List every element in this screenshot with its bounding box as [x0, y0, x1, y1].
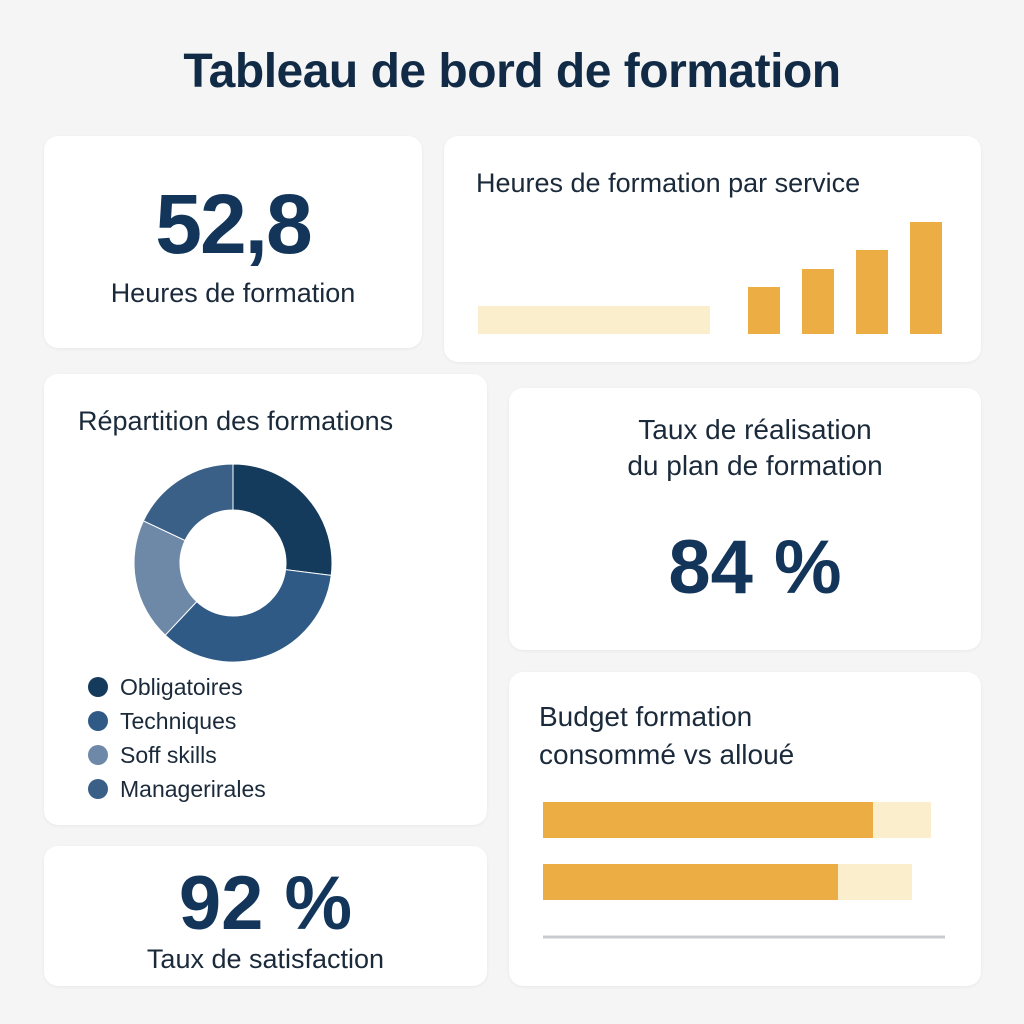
legend-dot-icon [88, 677, 108, 697]
kpi-card-hours: 52,8 Heures de formation [44, 136, 422, 348]
donut-chart-repartition [133, 463, 333, 663]
legend-item: Soff skills [88, 738, 266, 772]
legend-dot-icon [88, 779, 108, 799]
budget-bar-consumed-2 [543, 864, 838, 900]
legend-item: Managerirales [88, 772, 266, 806]
chart-title-budget: Budget formation consommé vs alloué [539, 698, 794, 774]
kpi-completion-label-line2: du plan de formation [627, 450, 883, 481]
legend-label: Managerirales [120, 775, 266, 802]
chart-card-repartition: Répartition des formations Obligatoires T… [44, 374, 487, 825]
donut-slice-managerirales [142, 463, 234, 542]
bar-service-1 [478, 306, 710, 334]
legend-item: Techniques [88, 704, 266, 738]
chart-hours-by-service [478, 222, 942, 334]
legend-label: Soff skills [120, 741, 217, 768]
bar-service-2 [748, 287, 780, 334]
legend-dot-icon [88, 745, 108, 765]
chart-card-hours-by-service: Heures de formation par service [444, 136, 981, 362]
kpi-hours-label: Heures de formation [110, 278, 356, 308]
legend-label: Techniques [120, 707, 237, 734]
chart-budget [543, 802, 945, 939]
donut-slice-soff-skills [133, 520, 198, 636]
kpi-satisfaction-label: Taux de satisfaction [146, 944, 385, 974]
donut-slice-obligatoires [232, 463, 333, 576]
legend-label: Obligatoires [120, 673, 243, 700]
kpi-completion-label-line1: Taux de réalisation [638, 414, 872, 445]
kpi-card-completion: Taux de réalisation du plan de formation… [509, 388, 981, 650]
page-title: Tableau de bord de formation [183, 45, 841, 98]
legend-dot-icon [88, 711, 108, 731]
chart-title-budget-line1: Budget formation [539, 701, 753, 732]
budget-bar-consumed-1 [543, 802, 873, 838]
chart-title-hours-by-service: Heures de formation par service [476, 168, 861, 198]
bar-service-5 [910, 222, 942, 334]
legend-item: Obligatoires [88, 670, 266, 704]
chart-legend: Obligatoires Techniques Soff skills Manager… [88, 670, 266, 806]
donut-slice-techniques [164, 569, 332, 663]
chart-card-budget: Budget formation consommé vs alloué [509, 672, 981, 986]
chart-title-repartition: Répartition des formations [78, 406, 394, 436]
kpi-hours-value: 52,8 [155, 177, 313, 271]
kpi-completion-value: 84 % [668, 525, 842, 610]
kpi-satisfaction-value: 92 % [178, 861, 353, 946]
chart-title-budget-line2: consommé vs alloué [539, 739, 795, 770]
kpi-completion-label: Taux de réalisation du plan de formation [509, 412, 981, 484]
bar-service-3 [802, 269, 834, 334]
bar-service-4 [856, 250, 888, 334]
kpi-card-satisfaction: 92 % Taux de satisfaction [44, 846, 487, 986]
